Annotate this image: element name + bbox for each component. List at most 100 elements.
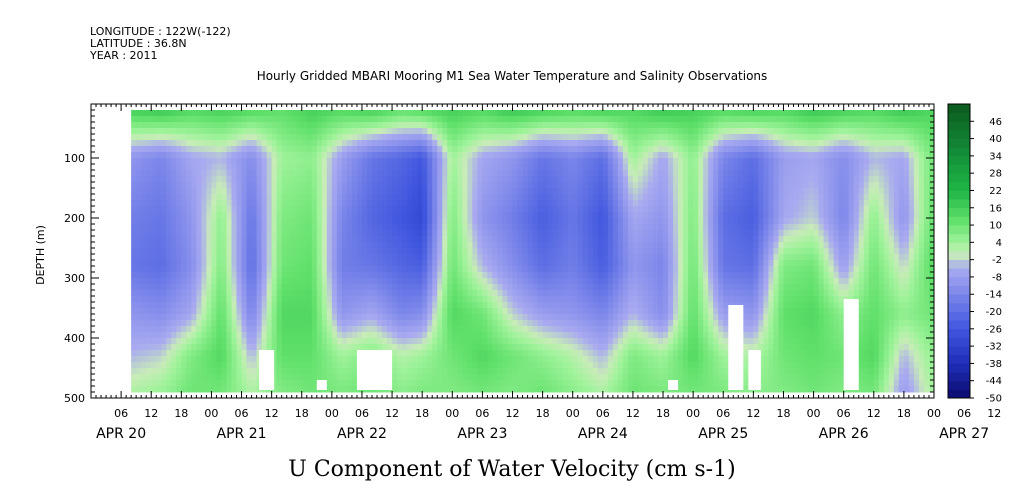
heatmap-cell <box>321 236 328 243</box>
heatmap-cell <box>246 272 253 279</box>
heatmap-cell <box>206 200 212 207</box>
heatmap-cell <box>131 386 137 393</box>
heatmap-cell <box>321 176 328 183</box>
heatmap-cell <box>572 206 579 213</box>
heatmap-cell <box>658 326 664 333</box>
heatmap-cell <box>617 308 624 315</box>
heatmap-cell <box>151 254 157 261</box>
heatmap-cell <box>557 110 564 117</box>
heatmap-cell <box>427 344 433 351</box>
heatmap-cell <box>336 146 343 153</box>
heatmap-cell <box>602 242 609 249</box>
heatmap-cell <box>281 296 288 303</box>
heatmap-cell <box>246 356 253 363</box>
heatmap-cell <box>462 254 468 261</box>
heatmap-cell <box>336 278 343 285</box>
heatmap-cell <box>366 170 373 177</box>
heatmap-cell <box>397 308 403 315</box>
heatmap-cell <box>582 356 589 363</box>
heatmap-cell <box>532 272 539 279</box>
heatmap-cell <box>146 176 152 183</box>
heatmap-cell <box>647 122 654 129</box>
heatmap-cell <box>417 176 423 183</box>
heatmap-cell <box>597 158 604 165</box>
heatmap-cell <box>407 200 413 207</box>
heatmap-cell <box>321 320 328 327</box>
heatmap-cell <box>422 302 428 309</box>
heatmap-cell <box>251 344 258 351</box>
heatmap-cell <box>392 176 398 183</box>
heatmap-cell <box>161 134 167 141</box>
heatmap-cell <box>281 194 288 201</box>
heatmap-cell <box>136 260 142 267</box>
heatmap-cell <box>311 362 318 369</box>
heatmap-cell <box>201 308 207 315</box>
heatmap-cell <box>527 338 534 345</box>
heatmap-cell <box>336 224 343 231</box>
heatmap-cell <box>502 368 508 375</box>
heatmap-cell <box>417 188 423 195</box>
heatmap-cell <box>407 140 413 147</box>
heatmap-cell <box>377 176 383 183</box>
heatmap-cell <box>537 206 544 213</box>
heatmap-cell <box>321 368 328 375</box>
heatmap-cell <box>231 296 238 303</box>
heatmap-cell <box>136 350 142 357</box>
heatmap-cell <box>647 242 654 249</box>
heatmap-cell <box>186 266 192 273</box>
heatmap-cell <box>366 320 373 327</box>
heatmap-cell <box>351 344 358 351</box>
heatmap-cell <box>527 242 534 249</box>
heatmap-cell <box>377 146 383 153</box>
heatmap-cell <box>492 272 498 279</box>
heatmap-cell <box>266 290 273 297</box>
heatmap-cell <box>427 122 433 129</box>
heatmap-cell <box>271 296 278 303</box>
heatmap-cell <box>482 134 488 141</box>
heatmap-cell <box>306 344 313 351</box>
heatmap-cell <box>653 272 659 279</box>
heatmap-cell <box>402 170 408 177</box>
heatmap-cell <box>452 302 458 309</box>
heatmap-cell <box>387 236 393 243</box>
heatmap-cell <box>346 200 353 207</box>
heatmap-cell <box>346 272 353 279</box>
heatmap-cell <box>622 164 629 171</box>
heatmap-cell <box>361 338 368 345</box>
heatmap-cell <box>141 302 147 309</box>
heatmap-cell <box>387 194 393 201</box>
heatmap-cell <box>397 374 403 381</box>
heatmap-cell <box>216 296 222 303</box>
heatmap-cell <box>221 122 227 129</box>
heatmap-cell <box>582 302 589 309</box>
heatmap-cell <box>151 326 157 333</box>
heatmap-cell <box>221 284 227 291</box>
heatmap-cell <box>301 182 308 189</box>
heatmap-cell <box>201 296 207 303</box>
heatmap-cell <box>211 356 217 363</box>
heatmap-cell <box>497 338 503 345</box>
heatmap-cell <box>547 254 554 261</box>
heatmap-cell <box>392 290 398 297</box>
heatmap-cell <box>407 290 413 297</box>
heatmap-cell <box>552 194 559 201</box>
heatmap-cell <box>336 254 343 261</box>
heatmap-cell <box>131 170 137 177</box>
heatmap-cell <box>622 374 629 381</box>
heatmap-cell <box>321 350 328 357</box>
heatmap-cell <box>201 386 207 393</box>
heatmap-cell <box>191 374 197 381</box>
heatmap-cell <box>407 248 413 255</box>
heatmap-cell <box>442 134 448 141</box>
heatmap-cell <box>412 110 418 117</box>
heatmap-cell <box>181 344 187 351</box>
heatmap-cell <box>356 164 363 171</box>
heatmap-cell <box>653 368 659 375</box>
longitude-label: LONGITUDE : 122W(-122) <box>90 25 231 38</box>
heatmap-cell <box>507 176 513 183</box>
heatmap-cell <box>256 314 263 321</box>
heatmap-cell <box>572 158 579 165</box>
heatmap-cell <box>537 188 544 195</box>
heatmap-cell <box>537 260 544 267</box>
heatmap-cell <box>241 212 248 219</box>
